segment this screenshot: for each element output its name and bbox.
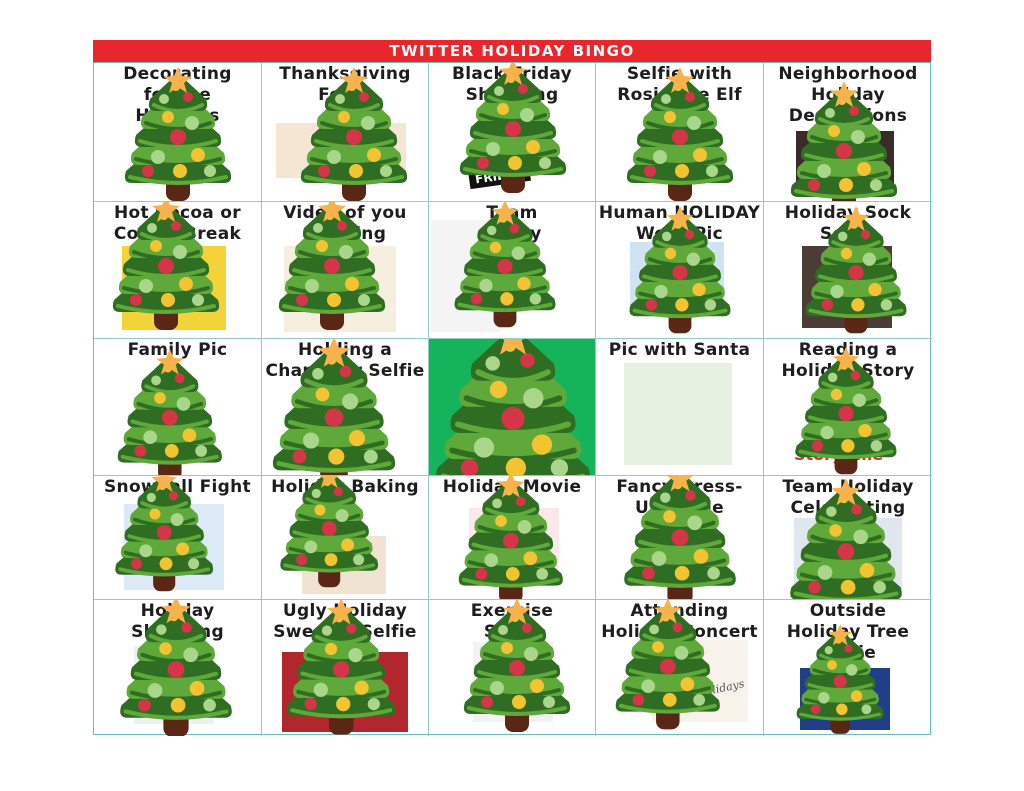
- square-label: Video of you Caroling: [283, 203, 407, 244]
- square-illustration: [276, 123, 406, 178]
- bingo-square-team-celebrating[interactable]: Team Holiday Celebrating: [764, 476, 932, 600]
- square-label: Selfie with Rosie the Elf: [617, 64, 742, 105]
- square-illustration: [122, 246, 226, 330]
- bingo-square-character[interactable]: Holding a Character Selfie: [262, 339, 429, 476]
- bingo-square-free[interactable]: [429, 339, 596, 476]
- square-illustration: [112, 369, 232, 449]
- bingo-square-thanksgiving[interactable]: Thanksgiving Feast: [262, 63, 429, 202]
- bingo-square-concert[interactable]: Attending Holiday Concert Holidays: [596, 600, 764, 736]
- square-label: Neighborhood Holiday Decorations: [778, 64, 918, 126]
- square-label: Holding a Character Selfie: [265, 340, 425, 381]
- bingo-square-santa[interactable]: Pic with Santa: [596, 339, 764, 476]
- square-illustration: [282, 652, 408, 732]
- star-icon: [499, 339, 526, 355]
- square-illustration: [284, 246, 396, 332]
- square-label: Thanksgiving Feast: [279, 64, 411, 105]
- christmas-tree-icon: [435, 339, 590, 475]
- bingo-grid: Decorating for the Holidays Thanksgiving …: [93, 62, 932, 736]
- square-label: Reading a Holiday Story: [781, 340, 915, 381]
- bingo-square-selfie-elf[interactable]: Selfie with Rosie the Elf: [596, 63, 764, 202]
- bingo-square-sock[interactable]: Holiday Sock Selfie: [764, 202, 932, 339]
- square-illustration: [796, 131, 894, 193]
- square-label: Pic with Santa: [608, 340, 751, 360]
- bingo-square-team-pic[interactable]: Team Pic by the Staff Tree: [429, 202, 596, 339]
- bingo-square-neighborhood[interactable]: Neighborhood Holiday Decorations: [764, 63, 932, 202]
- square-label: Fancy Dress- Up Selfie: [616, 477, 743, 518]
- square-label: Black Friday Shopping: [451, 64, 573, 105]
- bingo-board: TWITTER HOLIDAY BINGO Decorating for the…: [93, 40, 932, 736]
- square-illustration: [802, 246, 892, 328]
- square-illustration: [630, 242, 724, 314]
- square-illustration: [800, 668, 890, 730]
- bingo-square-black-friday[interactable]: Black Friday Shopping FRIDAY: [429, 63, 596, 202]
- square-illustration: [624, 363, 732, 465]
- square-illustration: [124, 504, 224, 590]
- square-label: Snowball Fight: [104, 477, 251, 497]
- bingo-square-reading[interactable]: Reading a Holiday Story Storytime: [764, 339, 932, 476]
- bingo-square-baking[interactable]: Holiday Baking: [262, 476, 429, 600]
- bingo-square-outside-tree[interactable]: Outside Holiday Tree Selfie: [764, 600, 932, 736]
- bingo-square-fancy-dress[interactable]: Fancy Dress- Up Selfie: [596, 476, 764, 600]
- square-label: Outside Holiday Tree Selfie: [786, 601, 910, 663]
- square-label: Holiday Movie: [442, 477, 582, 497]
- bingo-square-movie[interactable]: Holiday Movie: [429, 476, 596, 600]
- bingo-square-snowball[interactable]: Snowball Fight: [94, 476, 262, 600]
- bingo-square-decorating[interactable]: Decorating for the Holidays: [94, 63, 262, 202]
- square-label: Hot Cocoa or Coffee Break: [113, 203, 242, 244]
- square-label: Attending Holiday Concert: [601, 601, 758, 642]
- square-label: Holiday Baking: [271, 477, 419, 497]
- square-illustration: [134, 646, 214, 724]
- square-illustration: [302, 536, 386, 594]
- bingo-square-video-caroling[interactable]: Video of you Caroling: [262, 202, 429, 339]
- square-illustration: [794, 518, 902, 590]
- bingo-square-human-word[interactable]: Human HOLIDAY Word Pic: [596, 202, 764, 339]
- square-label: Holiday Shopping: [131, 601, 224, 642]
- square-label: Ugly Holiday Sweater Selfie: [273, 601, 417, 642]
- board-title: TWITTER HOLIDAY BINGO: [93, 40, 931, 62]
- square-label: Family Pic: [127, 340, 228, 360]
- square-label: Team Holiday Celebrating: [782, 477, 914, 518]
- square-label: Exercise Selfie: [470, 601, 554, 642]
- bingo-square-hot-cocoa[interactable]: Hot Cocoa or Coffee Break: [94, 202, 262, 339]
- square-label: Decorating for the Holidays: [123, 64, 232, 126]
- square-label: Team Pic by the Staff Tree: [482, 203, 542, 307]
- bingo-square-exercise[interactable]: Exercise Selfie: [429, 600, 596, 736]
- storytime-text: Storytime: [794, 445, 884, 464]
- square-label: Human HOLIDAY Word Pic: [598, 203, 761, 244]
- square-illustration: [469, 508, 559, 578]
- bingo-square-shopping[interactable]: Holiday Shopping: [94, 600, 262, 736]
- bingo-square-sweater[interactable]: Ugly Holiday Sweater Selfie: [262, 600, 429, 736]
- bingo-square-family[interactable]: Family Pic: [94, 339, 262, 476]
- square-label: Holiday Sock Selfie: [784, 203, 912, 244]
- square-illustration: [473, 642, 553, 722]
